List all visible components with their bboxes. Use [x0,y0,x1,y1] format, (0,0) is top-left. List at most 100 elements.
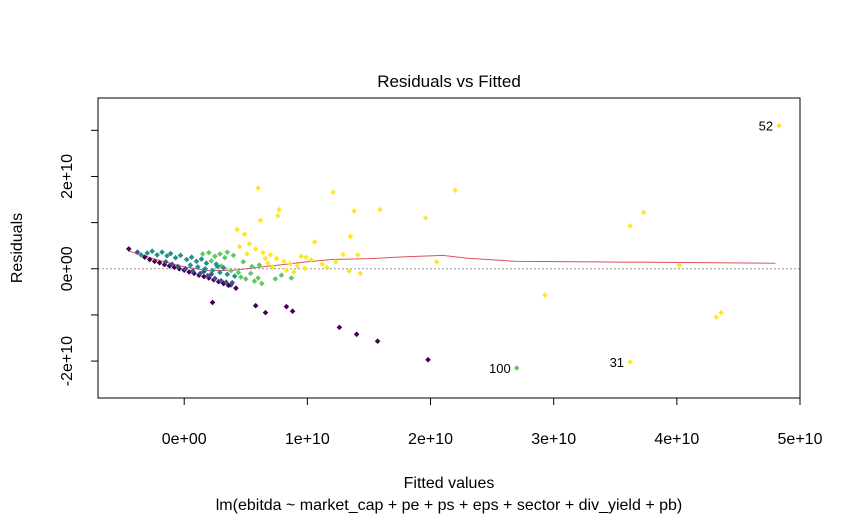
data-point [162,259,169,265]
data-point [270,264,276,270]
data-point [144,250,151,256]
data-point [346,268,353,274]
data-point [422,215,429,221]
data-point [336,324,343,331]
data-point [276,206,282,213]
data-point [206,249,212,256]
data-point [452,187,458,194]
data-point [718,309,724,316]
data-point [169,261,175,267]
data-point [311,239,318,245]
data-point [171,264,178,271]
x-axis: 0e+00 1e+10 2e+10 3e+10 4e+10 5e+10 [162,397,823,448]
data-point [433,259,440,265]
data-point [291,269,297,275]
data-point [231,273,238,279]
data-point [197,270,204,277]
model-formula-subtitle: lm(ebitda ~ market_cap + pe + ps + eps +… [216,497,682,514]
data-point [149,248,155,255]
data-point [256,262,263,268]
data-point [260,249,266,256]
data-point [156,259,163,266]
data-point [262,309,269,316]
data-point [134,249,141,255]
data-point [289,308,296,315]
x-tick-label: 1e+10 [285,431,330,448]
data-point [340,251,346,258]
data-point [224,249,231,255]
data-point [235,269,242,276]
data-point [215,278,222,285]
data-point [281,258,287,265]
data-point [196,272,202,279]
data-point [242,276,249,282]
chart-title: Residuals vs Fitted [377,72,521,91]
data-point [374,338,381,345]
data-point [640,209,647,216]
data-point [177,252,184,259]
data-point [302,265,308,272]
y-tick-label: 0e+00 [59,246,76,291]
data-point [146,256,153,263]
data-point [240,259,247,265]
data-point [255,185,261,191]
data-point [357,270,364,277]
data-point [214,263,221,270]
data-point [151,258,158,265]
data-point [294,263,301,269]
data-point [209,267,216,274]
data-point [172,254,179,261]
data-point [303,254,309,261]
outlier-label: 52 [759,119,773,134]
data-point [246,241,253,247]
data-point [212,275,218,282]
data-point [203,260,210,267]
data-point [183,256,190,263]
data-point [676,262,683,268]
data-point [182,265,189,272]
y-tick-label: -2e+10 [59,336,76,386]
data-point [125,246,132,252]
data-point [175,263,181,270]
data-point [247,270,254,277]
data-point [627,223,633,229]
data-point [236,243,243,250]
data-point [252,302,259,309]
data-point [201,273,207,280]
data-point [513,365,520,371]
data-point [241,231,248,237]
data-point [188,254,195,261]
outlier-label: 100 [489,361,511,376]
data-point [190,268,196,274]
data-point [228,267,234,274]
data-point [138,252,144,258]
data-point [159,249,165,255]
x-tick-label: 0e+00 [162,431,207,448]
data-point [351,208,357,214]
data-point [332,259,339,265]
data-point [208,258,215,264]
data-point [161,261,168,268]
data-point [234,226,240,233]
x-tick-label: 3e+10 [531,431,576,448]
data-point [229,279,236,286]
point-labels-layer: 52 100 31 [489,119,773,376]
data-point [288,275,295,281]
data-point [249,263,255,270]
data-point [542,292,548,298]
data-point [252,246,259,252]
data-point [167,250,174,257]
data-point [353,331,360,338]
data-point [776,122,782,129]
data-point [257,217,264,224]
data-point [355,252,361,258]
data-point [154,252,160,258]
data-point [244,251,250,257]
data-point [278,272,285,279]
data-point [627,359,633,365]
data-point [199,251,206,257]
x-tick-label: 4e+10 [654,431,699,448]
y-tick-label: 2e+10 [59,154,76,199]
data-point [330,189,337,195]
